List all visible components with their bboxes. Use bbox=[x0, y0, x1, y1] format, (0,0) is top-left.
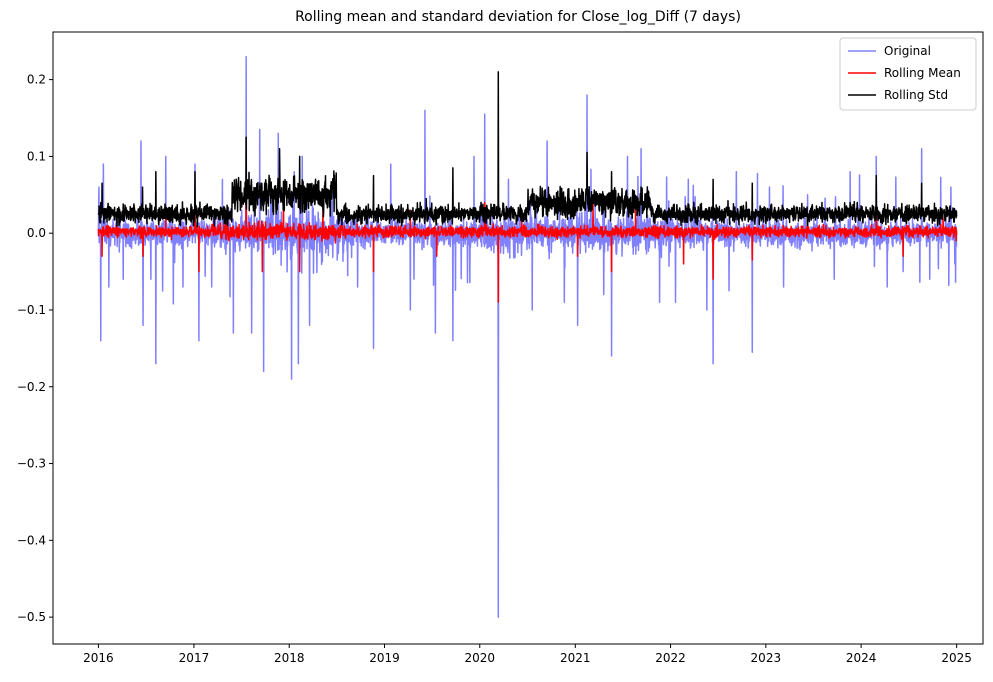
x-tick-label: 2018 bbox=[274, 651, 305, 665]
series-line-2 bbox=[97, 178, 958, 304]
chart-title: Rolling mean and standard deviation for … bbox=[295, 9, 741, 25]
legend-frame bbox=[839, 37, 977, 111]
x-tick-label: 2019 bbox=[369, 651, 400, 665]
series-line-3 bbox=[97, 71, 958, 228]
plot-area bbox=[53, 32, 983, 644]
y-tick-label: 0.0 bbox=[27, 226, 46, 240]
x-tick-label: 2017 bbox=[179, 651, 210, 665]
x-tick-label: 2025 bbox=[941, 651, 972, 665]
legend-label-3: Rolling Std bbox=[884, 88, 948, 102]
y-tick-label: 0.1 bbox=[27, 149, 46, 163]
series-layer bbox=[97, 55, 958, 618]
y-tick-label: −0.2 bbox=[17, 380, 46, 394]
y-tick-label: −0.3 bbox=[17, 457, 46, 471]
x-tick-label: 2016 bbox=[83, 651, 114, 665]
ticks-layer: 2016 2017 2018 2019 2020 2021 2022 2023 2024 2025… bbox=[17, 73, 972, 665]
x-tick-label: 2020 bbox=[464, 651, 495, 665]
legend: Original Rolling Mean Rolling Std bbox=[839, 37, 977, 111]
legend-label-2: Rolling Mean bbox=[884, 66, 961, 80]
x-tick-label: 2022 bbox=[655, 651, 686, 665]
y-tick-label: −0.5 bbox=[17, 610, 46, 624]
y-tick-label: −0.4 bbox=[17, 533, 46, 547]
legend-label-1: Original bbox=[884, 44, 931, 58]
x-tick-label: 2021 bbox=[560, 651, 591, 665]
y-tick-label: −0.1 bbox=[17, 303, 46, 317]
y-tick-label: 0.2 bbox=[27, 73, 46, 87]
plot-frame bbox=[52, 31, 984, 645]
x-tick-label: 2023 bbox=[751, 651, 782, 665]
x-tick-label: 2024 bbox=[846, 651, 877, 665]
